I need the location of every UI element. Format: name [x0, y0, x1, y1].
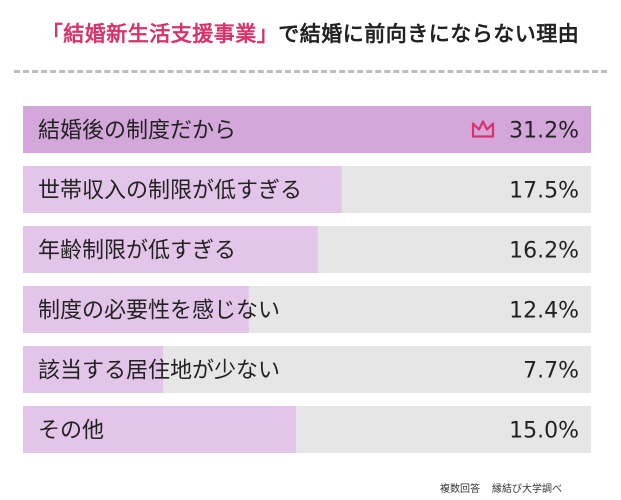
bar	[23, 286, 249, 333]
bar	[23, 346, 164, 393]
chart-title: 「結婚新生活支援事業」で結婚に前向きにならない理由	[0, 18, 621, 48]
category-label: 世帯収入の制限が低すぎる	[38, 179, 302, 204]
data-label: 17.5%	[509, 179, 579, 204]
data-label: 12.4%	[509, 299, 579, 324]
category-label: 結婚後の制度だから	[38, 119, 236, 144]
category-label: その他	[38, 419, 104, 444]
chart-title-rest: で結婚に前向きにならない理由	[278, 22, 580, 46]
data-label: 31.2%	[509, 119, 579, 144]
data-label: 16.2%	[509, 239, 579, 264]
data-label: 15.0%	[509, 419, 579, 444]
bar	[23, 166, 342, 213]
crown-icon	[471, 120, 495, 138]
data-label: 7.7%	[523, 359, 579, 384]
category-label: 制度の必要性を感じない	[38, 299, 280, 324]
bar	[23, 106, 591, 153]
chart-title-highlight: 「結婚新生活支援事業」	[41, 22, 279, 46]
bar	[23, 226, 318, 273]
note-multiple-answers: 複数回答	[440, 484, 480, 495]
note-source: 縁結び大学調べ	[492, 484, 562, 495]
category-label: 年齢制限が低すぎる	[38, 239, 236, 264]
title-divider	[14, 70, 607, 73]
bar-chart: 結婚後の制度だから 31.2% 世帯収入の制限が低すぎる 17.5% 年齢制限が低すぎる…	[23, 106, 591, 453]
bar	[23, 406, 297, 453]
category-label: 該当する居住地が少ない	[38, 359, 280, 384]
source-note: 複数回答 縁結び大学調べ	[440, 480, 562, 495]
